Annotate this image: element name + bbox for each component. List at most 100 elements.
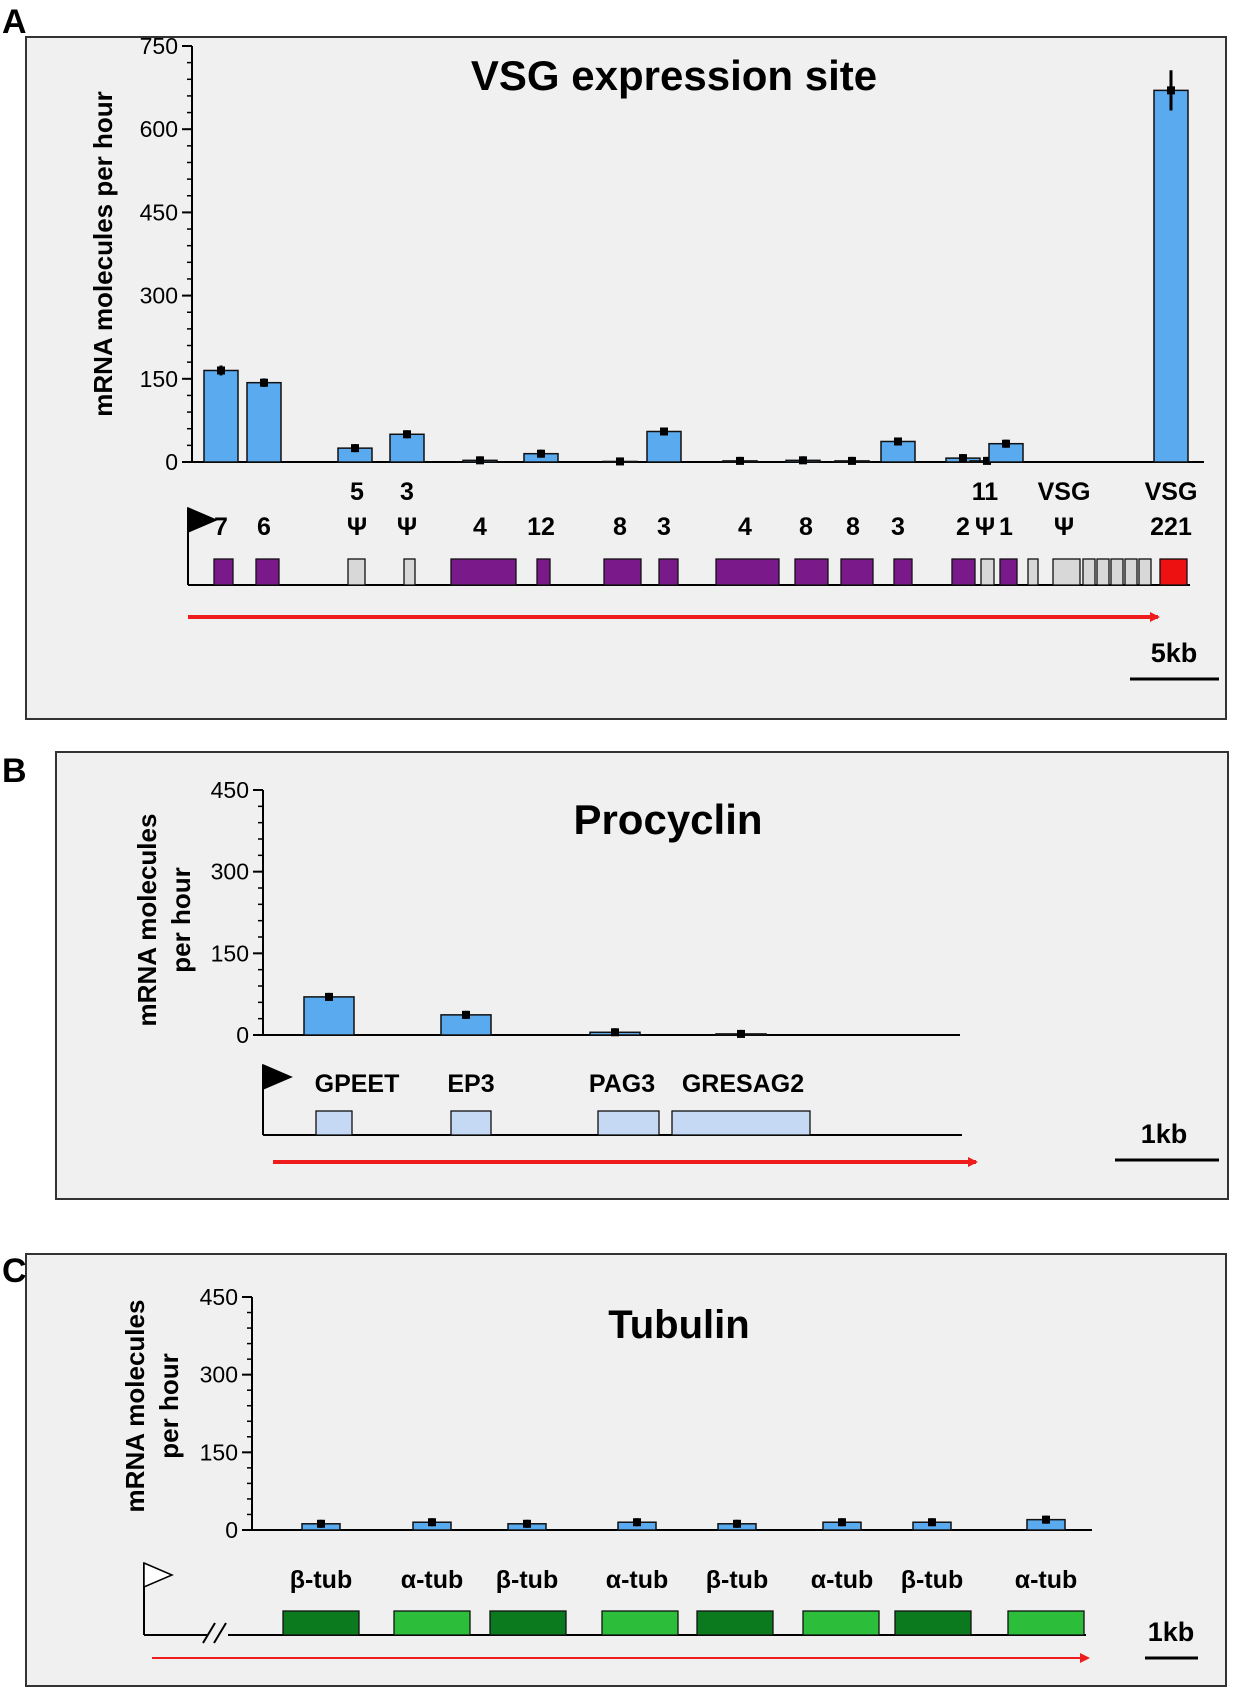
panel-label: B bbox=[2, 752, 27, 790]
bar-1 bbox=[303, 996, 355, 1036]
gene-pag-2 bbox=[255, 558, 280, 586]
gene-pag-12 bbox=[893, 558, 913, 586]
gene-label: β-tub bbox=[706, 1566, 768, 1594]
error-bar-cap bbox=[462, 1010, 470, 1019]
error-bar-cap bbox=[838, 1518, 846, 1527]
gene-label: β-tub bbox=[901, 1566, 963, 1594]
error-bar-cap bbox=[217, 366, 225, 375]
gene-label: 4 bbox=[738, 513, 752, 541]
chart-title: VSG expression site bbox=[471, 52, 877, 99]
error-bar-cap bbox=[983, 456, 991, 465]
gene-label: 12 bbox=[527, 513, 555, 541]
error-bar-cap bbox=[928, 1518, 936, 1527]
gene-label: 3 bbox=[891, 513, 905, 541]
y-tick-label: 300 bbox=[211, 859, 249, 885]
error-bar-cap bbox=[894, 437, 902, 446]
y-tick-label: 300 bbox=[200, 1362, 238, 1388]
error-bar-cap bbox=[1042, 1515, 1050, 1524]
y-tick-label: 600 bbox=[140, 116, 178, 142]
y-axis-title: per hour bbox=[154, 1353, 184, 1458]
gene-pag-8 bbox=[658, 558, 679, 586]
gene-label: GRESAG2 bbox=[682, 1070, 804, 1098]
error-bar-cap bbox=[1002, 439, 1010, 448]
gene-label: 3 bbox=[657, 513, 671, 541]
error-bar-cap bbox=[317, 1519, 325, 1528]
error-bar-cap bbox=[633, 1518, 641, 1527]
gene-label: β-tub bbox=[290, 1566, 352, 1594]
bar-2 bbox=[246, 381, 282, 463]
gene-label: α-tub bbox=[811, 1566, 874, 1594]
chart-title: Procyclin bbox=[573, 796, 762, 843]
y-axis-title: mRNA molecules bbox=[132, 814, 162, 1027]
gene-vsg-23 bbox=[1159, 558, 1188, 586]
gene-pseudo-16 bbox=[1027, 558, 1039, 586]
error-bar-cap bbox=[537, 449, 545, 458]
gene-label: 8 bbox=[613, 513, 627, 541]
gene-alpha-2 bbox=[393, 1610, 471, 1636]
gene-label: VSG bbox=[1145, 478, 1198, 506]
gene-pag-9 bbox=[715, 558, 780, 586]
gene-pag-1 bbox=[213, 558, 234, 586]
gene-label: α-tub bbox=[401, 1566, 464, 1594]
gene-beta-3 bbox=[489, 1610, 567, 1636]
promoter-flag-icon bbox=[187, 506, 218, 534]
gene-procyclin-4 bbox=[671, 1110, 811, 1136]
promoter-flag-icon bbox=[262, 1063, 293, 1091]
y-tick-label: 450 bbox=[211, 777, 249, 803]
gene-pseudo-18 bbox=[1082, 558, 1096, 586]
error-bar-cap bbox=[799, 456, 807, 465]
error-bar-cap bbox=[428, 1518, 436, 1527]
gene-label: α-tub bbox=[606, 1566, 669, 1594]
gene-label: Ψ bbox=[1054, 513, 1074, 541]
gene-pseudo-21 bbox=[1124, 558, 1138, 586]
gene-label: 8 bbox=[846, 513, 860, 541]
gene-label: Ψ bbox=[975, 513, 995, 541]
gene-label: 221 bbox=[1150, 513, 1192, 541]
promoter-flag-icon bbox=[143, 1561, 174, 1589]
scale-bar-label: 5kb bbox=[1151, 638, 1198, 668]
y-tick-label: 750 bbox=[140, 33, 178, 59]
gene-label: 2 bbox=[956, 513, 970, 541]
gene-label: Ψ bbox=[347, 513, 367, 541]
error-bar-cap bbox=[351, 444, 359, 453]
gene-label: GPEET bbox=[315, 1070, 400, 1098]
error-bar-cap bbox=[611, 1028, 619, 1037]
bar-8 bbox=[646, 430, 682, 463]
break-mark bbox=[202, 1622, 216, 1644]
y-tick-label: 150 bbox=[200, 1439, 238, 1465]
y-tick-label: 150 bbox=[211, 940, 249, 966]
gene-label: Ψ bbox=[397, 513, 417, 541]
gene-pseudo-19 bbox=[1096, 558, 1110, 586]
chart-title: Tubulin bbox=[608, 1303, 749, 1347]
y-tick-label: 150 bbox=[140, 366, 178, 392]
gene-pag-11 bbox=[840, 558, 874, 586]
panel-label: A bbox=[2, 3, 27, 41]
gene-beta-5 bbox=[696, 1610, 774, 1636]
error-bar-cap bbox=[959, 454, 967, 463]
gene-label: β-tub bbox=[496, 1566, 558, 1594]
gene-alpha-4 bbox=[601, 1610, 679, 1636]
bar-17 bbox=[1153, 89, 1189, 463]
error-bar-cap bbox=[523, 1519, 531, 1528]
gene-pseudo-14 bbox=[980, 558, 995, 586]
gene-label: 5 bbox=[350, 478, 364, 506]
error-bar-cap bbox=[260, 378, 268, 387]
panel-label: C bbox=[2, 1252, 27, 1290]
gene-pag-7 bbox=[603, 558, 642, 586]
error-bar-cap bbox=[848, 456, 856, 465]
scale-bar-label: 1kb bbox=[1148, 1617, 1195, 1647]
error-bar-cap bbox=[733, 1519, 741, 1528]
scale-bar-label: 1kb bbox=[1141, 1119, 1188, 1149]
gene-alpha-8 bbox=[1007, 1610, 1085, 1636]
bar-1 bbox=[203, 369, 239, 463]
gene-label: 3 bbox=[400, 478, 414, 506]
error-bar-cap bbox=[325, 992, 333, 1001]
gene-pag-10 bbox=[794, 558, 829, 586]
y-tick-label: 450 bbox=[140, 199, 178, 225]
break-mark bbox=[213, 1622, 227, 1644]
gene-label: PAG3 bbox=[589, 1070, 655, 1098]
gene-pseudo-17 bbox=[1052, 558, 1081, 586]
error-bar-cap bbox=[403, 430, 411, 439]
gene-pag-6 bbox=[536, 558, 551, 586]
gene-label: EP3 bbox=[447, 1070, 494, 1098]
